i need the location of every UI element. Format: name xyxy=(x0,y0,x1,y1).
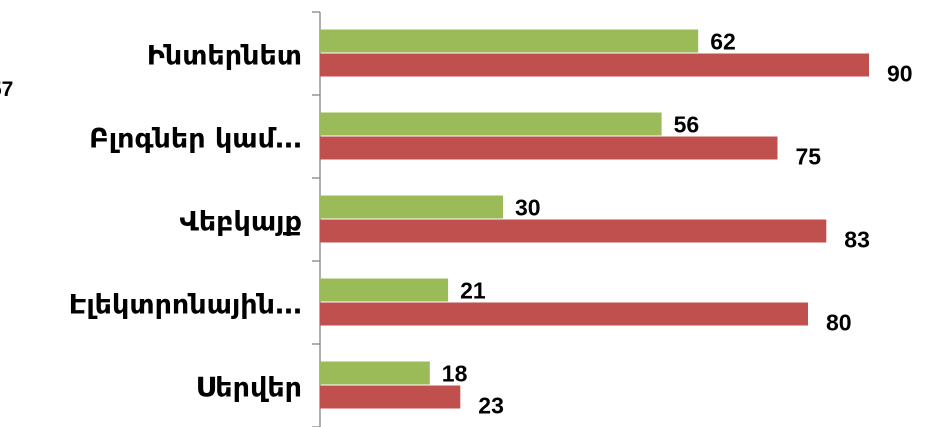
green-bar xyxy=(320,112,662,136)
category-label: Ինտերնետ xyxy=(147,41,302,72)
green-bar-value-label: 62 xyxy=(710,29,736,55)
green-bar-value-label: 56 xyxy=(674,112,700,138)
green-bar xyxy=(320,29,699,53)
category-label: Բլոգներ կամ… xyxy=(89,124,302,155)
red-bar xyxy=(320,53,869,77)
stray-data-label: 57 xyxy=(0,78,13,101)
green-bar xyxy=(320,195,503,219)
red-bar-value-label: 23 xyxy=(478,393,504,419)
green-bar xyxy=(320,278,449,302)
green-bar-value-label: 21 xyxy=(460,278,486,304)
red-bar xyxy=(320,219,827,243)
red-bar xyxy=(320,385,461,409)
category-label: Էլեկտրոնային… xyxy=(69,290,302,321)
red-bar-value-label: 75 xyxy=(796,144,822,170)
green-bar xyxy=(320,361,430,385)
green-bar-value-label: 18 xyxy=(442,361,468,387)
category-label: Սերվեր xyxy=(196,373,302,404)
red-bar xyxy=(320,302,808,326)
green-bar-value-label: 30 xyxy=(515,195,541,221)
category-label: Վեբկայք xyxy=(180,207,302,238)
red-bar-value-label: 83 xyxy=(844,227,870,253)
red-bar-value-label: 80 xyxy=(826,310,852,336)
red-bar-value-label: 90 xyxy=(887,61,913,87)
red-bar xyxy=(320,136,778,160)
